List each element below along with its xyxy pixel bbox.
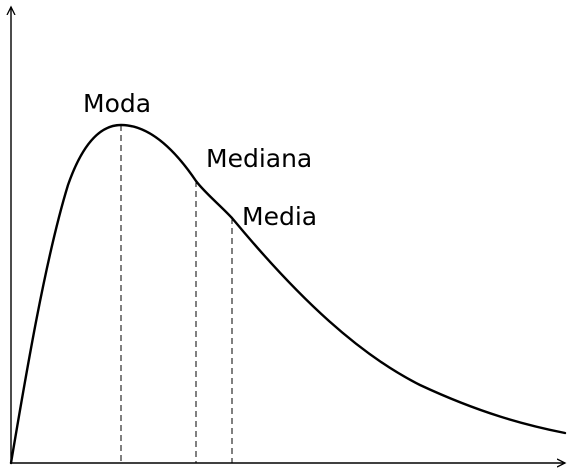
mode-label: Moda (83, 89, 151, 118)
mean-label: Media (242, 202, 317, 231)
distribution-curve (9, 123, 567, 465)
median-label: Mediana (206, 144, 312, 173)
